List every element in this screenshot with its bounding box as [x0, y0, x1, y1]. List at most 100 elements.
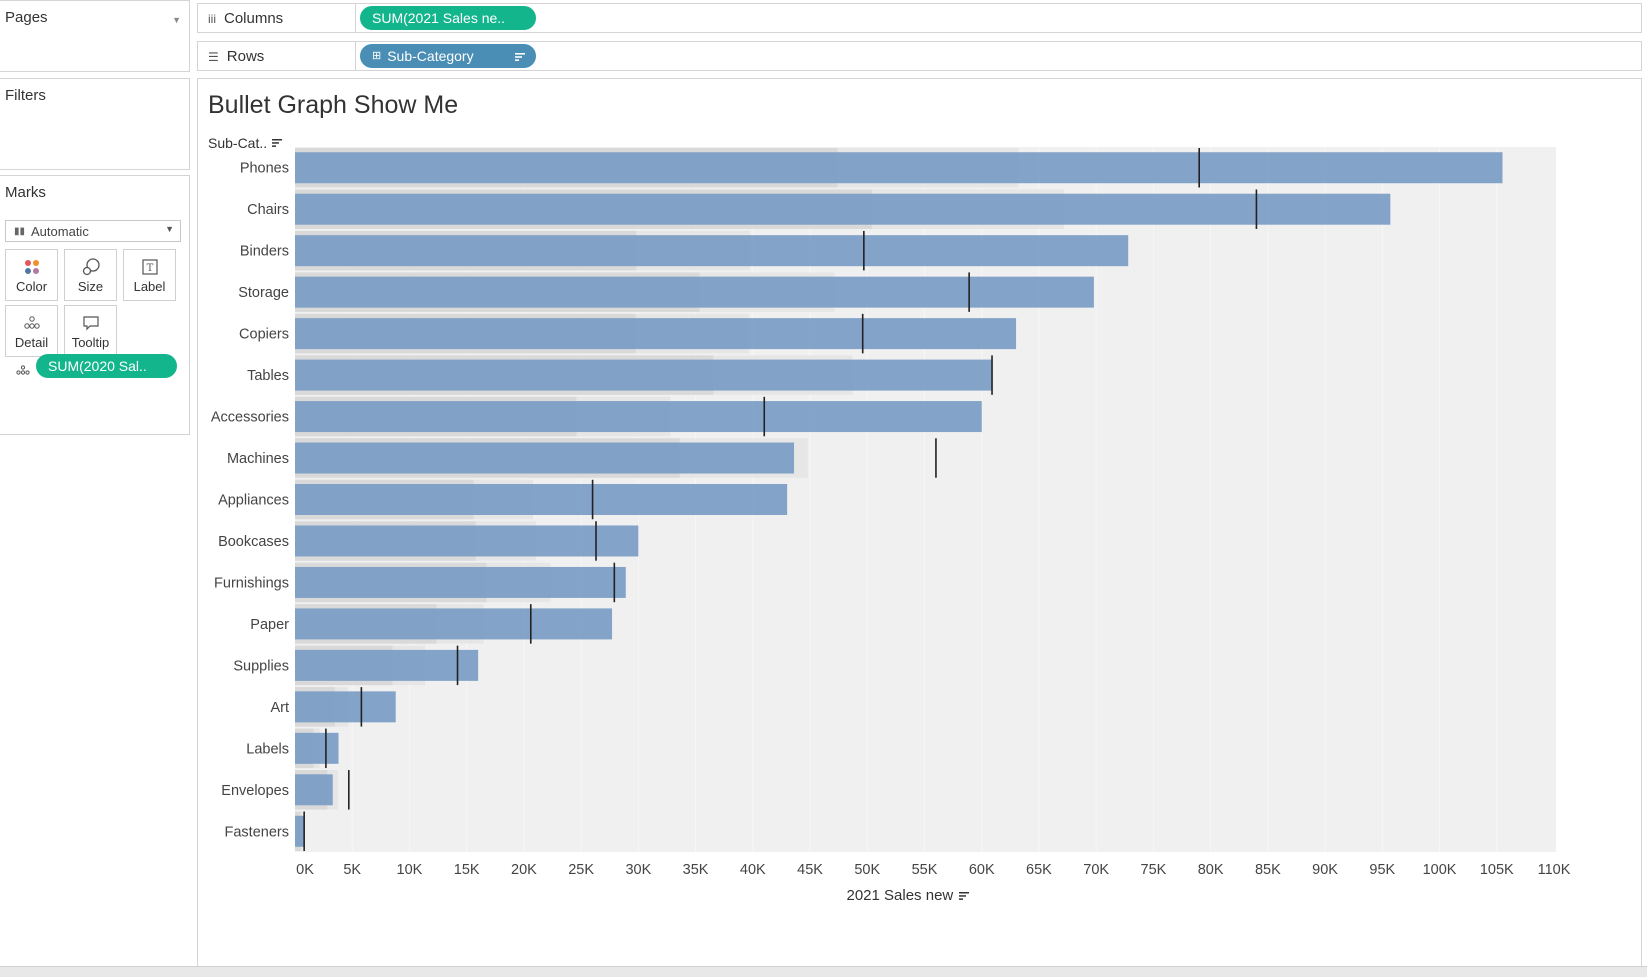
bar[interactable]	[295, 566, 626, 598]
bar-chart-icon: ▮▮	[14, 225, 26, 237]
mark-type-dropdown[interactable]: ▮▮ Automatic ▼	[5, 220, 181, 242]
bar[interactable]	[295, 235, 1129, 267]
category-label[interactable]: Envelopes	[221, 783, 289, 799]
mark-type-value: Automatic	[31, 223, 89, 239]
color-icon	[6, 258, 57, 276]
pages-title: Pages	[5, 9, 48, 26]
text-label-icon: T	[124, 258, 175, 276]
category-label[interactable]: Furnishings	[214, 575, 289, 591]
size-button[interactable]: Size	[64, 249, 117, 301]
category-label[interactable]: Fasteners	[225, 824, 289, 840]
sort-icon[interactable]	[514, 44, 526, 68]
category-label[interactable]: Chairs	[247, 202, 289, 218]
bar[interactable]	[295, 359, 993, 391]
detail-button[interactable]: Detail	[5, 305, 58, 357]
label-button[interactable]: T Label	[123, 249, 176, 301]
category-label[interactable]: Supplies	[233, 658, 289, 674]
x-tick-label: 75K	[1141, 862, 1167, 878]
bar[interactable]	[295, 193, 1391, 225]
tooltip-icon	[65, 314, 116, 332]
shelf-divider	[355, 4, 356, 32]
category-label[interactable]: Paper	[250, 617, 289, 633]
bar[interactable]	[295, 276, 1094, 308]
bar[interactable]	[295, 484, 788, 515]
detail-icon	[16, 362, 30, 380]
category-label[interactable]: Appliances	[218, 493, 289, 509]
category-label[interactable]: Machines	[227, 451, 289, 467]
category-label[interactable]: Bookcases	[218, 534, 289, 550]
sort-icon[interactable]	[271, 138, 283, 148]
x-tick-label: 20K	[511, 862, 537, 878]
x-tick-label: 50K	[854, 862, 880, 878]
x-tick-label: 110K	[1538, 862, 1571, 878]
x-tick-label: 95K	[1369, 862, 1395, 878]
detail-icon	[6, 314, 57, 332]
x-tick-label: 105K	[1480, 862, 1514, 878]
bar[interactable]	[295, 732, 339, 764]
x-tick-label: 55K	[912, 862, 938, 878]
category-label[interactable]: Art	[270, 700, 289, 716]
category-label[interactable]: Accessories	[211, 410, 289, 426]
x-tick-label: 30K	[625, 862, 651, 878]
row-header[interactable]: Sub-Cat..	[208, 135, 283, 151]
bar[interactable]	[295, 691, 396, 723]
x-tick-label: 85K	[1255, 862, 1281, 878]
category-label[interactable]: Labels	[246, 741, 289, 757]
label-label: Label	[133, 279, 166, 294]
bar[interactable]	[295, 401, 982, 433]
horizontal-scrollbar[interactable]	[0, 966, 1647, 977]
bullet-chart: Phones Chairs Binders Storage Copiers Tables A…	[211, 147, 1571, 878]
detail-pill[interactable]: SUM(2020 Sal..	[36, 354, 177, 378]
x-axis-title-text: 2021 Sales new	[846, 887, 954, 904]
bar[interactable]	[295, 815, 305, 847]
bar[interactable]	[295, 525, 639, 557]
marks-card: Marks ▮▮ Automatic ▼ Color Size T Label …	[0, 175, 190, 435]
bar[interactable]	[295, 774, 333, 806]
bar[interactable]	[295, 649, 479, 681]
rows-shelf-label: ☰ Rows	[208, 48, 264, 65]
category-label[interactable]: Copiers	[239, 327, 289, 343]
x-tick-label: 10K	[397, 862, 423, 878]
columns-icon: iii	[208, 11, 216, 26]
chevron-down-icon[interactable]: ▼	[165, 224, 174, 234]
x-tick-label: 65K	[1026, 862, 1052, 878]
rows-shelf: ☰ Rows ⊞ Sub-Category	[197, 41, 1642, 71]
color-button[interactable]: Color	[5, 249, 58, 301]
x-tick-label: 15K	[454, 862, 480, 878]
row-header-label: Sub-Cat..	[208, 135, 268, 151]
tooltip-label: Tooltip	[71, 335, 110, 350]
columns-shelf: iii Columns SUM(2021 Sales ne..	[197, 3, 1642, 33]
x-tick-label: 40K	[740, 862, 766, 878]
category-label[interactable]: Storage	[238, 285, 289, 301]
svg-text:T: T	[146, 263, 153, 274]
sort-icon[interactable]	[958, 891, 970, 901]
rows-label: Rows	[226, 48, 265, 65]
category-label[interactable]: Phones	[240, 161, 289, 177]
x-tick-label: 45K	[797, 862, 823, 878]
category-label[interactable]: Tables	[247, 368, 289, 384]
filters-title: Filters	[5, 87, 46, 104]
bar[interactable]	[295, 152, 1503, 184]
rows-pill[interactable]: ⊞ Sub-Category	[360, 44, 536, 68]
columns-pill[interactable]: SUM(2021 Sales ne..	[360, 6, 536, 30]
pages-card[interactable]: Pages ▼	[0, 0, 190, 72]
chevron-down-icon[interactable]: ▼	[172, 15, 181, 25]
x-axis-title[interactable]: 2021 Sales new	[847, 887, 971, 904]
bar[interactable]	[295, 608, 613, 640]
bar[interactable]	[295, 442, 795, 474]
category-label[interactable]: Binders	[240, 244, 289, 260]
detail-label: Detail	[14, 335, 49, 350]
x-tick-label: 90K	[1312, 862, 1338, 878]
x-tick-label: 60K	[969, 862, 995, 878]
tooltip-button[interactable]: Tooltip	[64, 305, 117, 357]
size-icon	[65, 258, 116, 276]
x-tick-label: 5K	[343, 862, 361, 878]
x-tick-label: 70K	[1083, 862, 1109, 878]
filters-card[interactable]: Filters	[0, 78, 190, 170]
bar[interactable]	[295, 318, 1017, 350]
page-title: Bullet Graph Show Me	[208, 91, 459, 119]
shelf-divider	[355, 42, 356, 70]
columns-shelf-label: iii Columns	[208, 10, 283, 27]
x-tick-label: 80K	[1198, 862, 1224, 878]
size-label: Size	[77, 279, 104, 294]
